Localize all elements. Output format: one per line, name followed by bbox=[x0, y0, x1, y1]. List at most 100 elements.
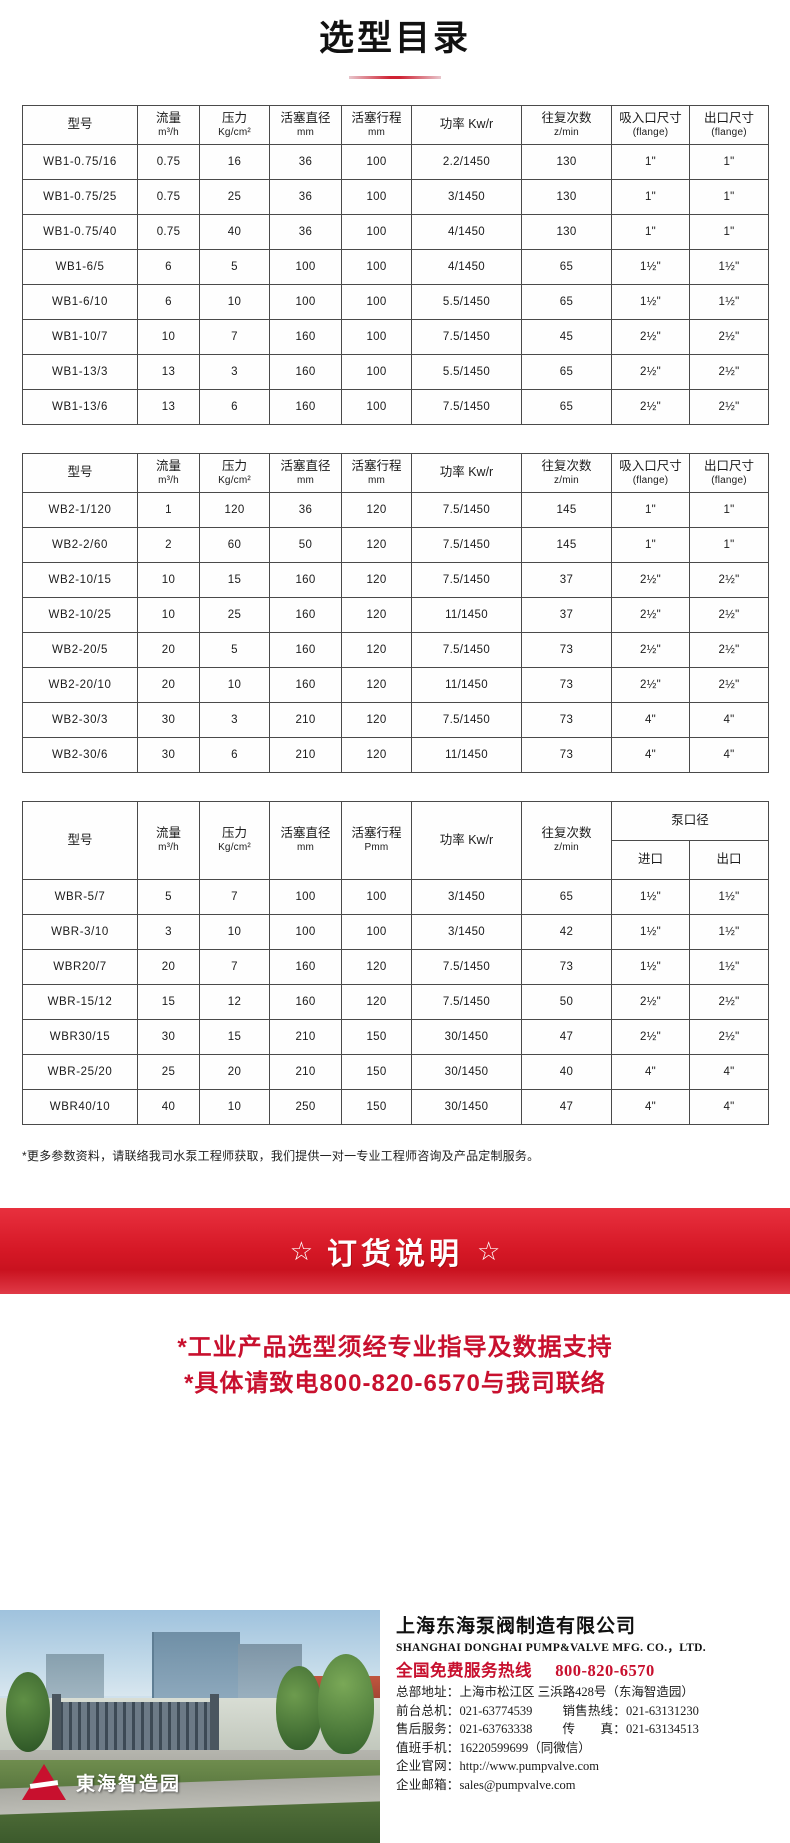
website-value[interactable]: http://www.pumpvalve.com bbox=[459, 1759, 599, 1774]
table-header-row-top: 型号 流量 m³/h 压力 Kg/cm² 活塞直径 mm bbox=[22, 801, 770, 880]
cell-value: 100 bbox=[341, 354, 412, 390]
cell-model: WB2-20/5 bbox=[22, 632, 138, 668]
col-header-bore-inlet: 进口 bbox=[611, 840, 690, 880]
cell-value: 36 bbox=[269, 214, 342, 250]
cell-value: 210 bbox=[269, 1019, 342, 1055]
cell-model: WB1-6/5 bbox=[22, 249, 138, 285]
fax-label: 传 真： bbox=[562, 1722, 626, 1737]
photo-tree-right bbox=[318, 1654, 374, 1754]
contact-row-email: 企业邮箱：sales@pumpvalve.com bbox=[396, 1777, 790, 1794]
cell-value: 25 bbox=[199, 179, 270, 215]
cell-value: 7.5/1450 bbox=[411, 949, 522, 985]
cell-value: 250 bbox=[269, 1089, 342, 1125]
cell-value: 65 bbox=[521, 354, 612, 390]
cell-model: WB2-30/3 bbox=[22, 702, 138, 738]
cell-value: 5.5/1450 bbox=[411, 284, 522, 320]
cell-value: 100 bbox=[269, 879, 342, 915]
cell-value: 1" bbox=[611, 214, 690, 250]
cell-value: 210 bbox=[269, 737, 342, 773]
cell-value: 1½" bbox=[611, 949, 690, 985]
cell-value: 160 bbox=[269, 984, 342, 1020]
cell-value: 4/1450 bbox=[411, 214, 522, 250]
star-right-icon: ☆ bbox=[477, 1236, 501, 1266]
table-row: WB1-6/5 6 5 100 100 4/1450 65 1½" 1½" bbox=[22, 249, 769, 285]
col-header-power: 功率 Kw/r bbox=[411, 453, 522, 493]
cell-value: 1" bbox=[611, 492, 690, 528]
cell-value: 45 bbox=[521, 319, 612, 355]
table-row: WBR20/7 20 7 160 120 7.5/1450 73 1½" 1½" bbox=[22, 949, 770, 985]
cell-value: 2½" bbox=[689, 319, 769, 355]
cell-value: 6 bbox=[199, 737, 270, 773]
address-value: 上海市松江区 三浜路428号（东海智造园） bbox=[459, 1685, 694, 1700]
cell-value: 37 bbox=[521, 597, 612, 633]
cell-value: 120 bbox=[199, 492, 270, 528]
cell-model: WB2-10/15 bbox=[22, 562, 138, 598]
cell-value: 1" bbox=[689, 214, 769, 250]
contact-row-aftersales: 售后服务：021-63763338 传 真：021-63134513 bbox=[396, 1721, 790, 1738]
cell-model: WB2-10/25 bbox=[22, 597, 138, 633]
cell-value: 2½" bbox=[611, 632, 690, 668]
cell-value: 100 bbox=[341, 389, 412, 425]
col-header-piston-stroke: 活塞行程 mm bbox=[341, 453, 412, 493]
cell-value: 16 bbox=[199, 144, 270, 180]
cell-value: 100 bbox=[341, 179, 412, 215]
cell-model: WB1-0.75/16 bbox=[22, 144, 138, 180]
table-row: WB1-13/6 13 6 160 100 7.5/1450 65 2½" 2½" bbox=[22, 389, 769, 425]
cell-value: 2½" bbox=[611, 319, 690, 355]
cell-value: 1½" bbox=[611, 879, 690, 915]
cell-model: WB1-0.75/40 bbox=[22, 214, 138, 250]
star-left-icon: ☆ bbox=[289, 1236, 313, 1266]
cell-value: 160 bbox=[269, 632, 342, 668]
cell-value: 30 bbox=[137, 1019, 200, 1055]
cell-model: WB1-10/7 bbox=[22, 319, 138, 355]
cell-value: 3/1450 bbox=[411, 179, 522, 215]
cell-value: 10 bbox=[199, 284, 270, 320]
company-name-cn: 上海东海泵阀制造有限公司 bbox=[396, 1616, 637, 1637]
cell-value: 160 bbox=[269, 597, 342, 633]
cell-value: 7.5/1450 bbox=[411, 562, 522, 598]
cell-value: 2½" bbox=[611, 667, 690, 703]
cell-value: 73 bbox=[521, 632, 612, 668]
cell-value: 13 bbox=[137, 389, 200, 425]
cell-value: 2½" bbox=[611, 984, 690, 1020]
col-header-pump-bore-group: 泵口径 bbox=[610, 801, 770, 841]
aftersales-label: 售后服务： bbox=[396, 1722, 460, 1737]
cell-value: 4" bbox=[689, 737, 769, 773]
cell-value: 10 bbox=[137, 562, 200, 598]
address-label: 总部地址： bbox=[396, 1685, 460, 1700]
col-header-flow: 流量 m³/h bbox=[137, 801, 200, 880]
banner-title: 订货说明 bbox=[327, 1238, 463, 1271]
cell-value: 2 bbox=[137, 527, 200, 563]
cell-value: 20 bbox=[137, 949, 200, 985]
cell-value: 12 bbox=[199, 984, 270, 1020]
cell-value: 100 bbox=[341, 284, 412, 320]
cell-value: 2½" bbox=[688, 1019, 770, 1055]
cell-value: 36 bbox=[269, 179, 342, 215]
cell-value: 100 bbox=[269, 249, 342, 285]
cell-value: 7 bbox=[199, 319, 270, 355]
spec-table-wb2: 型号 流量 m³/h 压力 Kg/cm² 活塞直径 mm bbox=[22, 453, 769, 773]
cell-value: 100 bbox=[341, 879, 412, 915]
cell-value: 100 bbox=[341, 914, 412, 950]
cell-model: WB2-20/10 bbox=[22, 667, 138, 703]
cell-value: 1½" bbox=[611, 914, 690, 950]
cell-value: 4" bbox=[688, 1054, 770, 1090]
col-header-outlet-size: 出口尺寸 (flange) bbox=[689, 453, 769, 493]
mobile-label: 值班手机： bbox=[396, 1740, 460, 1755]
cell-value: 47 bbox=[521, 1019, 612, 1055]
col-header-reciprocation: 往复次数 z/min bbox=[521, 105, 612, 145]
contact-row-switchboard: 前台总机：021-63774539 销售热线：021-63131230 bbox=[396, 1703, 790, 1720]
table-header-row: 型号 流量 m³/h 压力 Kg/cm² 活塞直径 mm bbox=[22, 453, 769, 493]
cell-value: 11/1450 bbox=[411, 597, 522, 633]
table-row: WBR-25/20 25 20 210 150 30/1450 40 4" 4" bbox=[22, 1054, 770, 1090]
cell-value: 7 bbox=[199, 949, 270, 985]
service-hotline: 全国免费服务热线 800-820-6570 bbox=[396, 1660, 790, 1682]
col-header-bore-outlet: 出口 bbox=[688, 840, 770, 880]
email-value[interactable]: sales@pumpvalve.com bbox=[459, 1777, 576, 1792]
cell-value: 20 bbox=[137, 667, 200, 703]
cell-value: 73 bbox=[521, 702, 612, 738]
cell-value: 15 bbox=[199, 1019, 270, 1055]
col-header-piston-diameter: 活塞直径 mm bbox=[269, 453, 342, 493]
table-row: WB2-30/6 30 6 210 120 11/1450 73 4" 4" bbox=[22, 737, 769, 773]
cell-value: 20 bbox=[137, 632, 200, 668]
